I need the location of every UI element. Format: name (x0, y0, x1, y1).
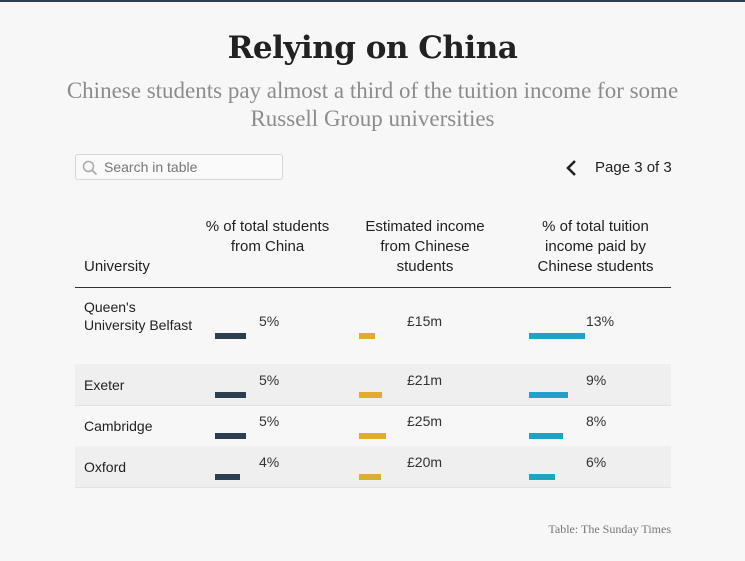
tuition-pct-value: 13% (586, 313, 615, 329)
search-box[interactable] (75, 154, 283, 180)
income-bar (359, 333, 375, 339)
table-row: Exeter 5% £21m 9% (75, 364, 671, 406)
search-input[interactable] (104, 157, 279, 177)
students-pct-value: 4% (259, 454, 280, 470)
university-name: Cambridge (84, 418, 153, 434)
tuition-pct-value: 9% (586, 372, 607, 388)
top-rule (0, 0, 745, 2)
university-name: Oxford (84, 459, 127, 475)
table-row: Queen's University Belfast 5% £15m 13% (75, 288, 671, 365)
page-subtitle: Chinese students pay almost a third of t… (66, 78, 679, 131)
column-header-tuition-pct: % of total tuition income paid by Chines… (537, 218, 654, 275)
source-credit: Table: The Sunday Times (548, 522, 671, 536)
university-name: Exeter (84, 377, 125, 393)
column-header-university: University (84, 258, 150, 275)
previous-page-icon[interactable] (563, 158, 581, 178)
income-value: £20m (407, 454, 443, 470)
tuition-pct-value: 6% (586, 454, 607, 470)
students-pct-bar (215, 333, 246, 339)
income-bar (359, 392, 382, 398)
income-value: £21m (407, 372, 443, 388)
tuition-pct-bar (529, 433, 563, 439)
page-indicator: Page 3 of 3 (595, 159, 672, 176)
income-bar (359, 474, 381, 480)
table-row: Cambridge 5% £25m 8% (75, 405, 671, 447)
tuition-pct-value: 8% (586, 413, 607, 429)
income-value: £15m (407, 313, 443, 329)
students-pct-bar (215, 474, 240, 480)
tuition-pct-bar (529, 474, 555, 480)
students-pct-value: 5% (259, 372, 280, 388)
search-icon (82, 160, 98, 176)
income-bar (359, 433, 386, 439)
column-header-income: Estimated income from Chinese students (365, 218, 485, 275)
university-name: Queen's University Belfast (84, 299, 193, 333)
students-pct-bar (215, 392, 246, 398)
students-pct-bar (215, 433, 246, 439)
table-row: Oxford 4% £20m 6% (75, 446, 671, 488)
tuition-pct-bar (529, 392, 568, 398)
page-title: Relying on China (227, 30, 518, 66)
column-header-students-pct: % of total students from China (205, 218, 330, 255)
header-divider (75, 287, 671, 288)
income-value: £25m (407, 413, 443, 429)
students-pct-value: 5% (259, 413, 280, 429)
tuition-pct-bar (529, 333, 585, 339)
students-pct-value: 5% (259, 313, 280, 329)
